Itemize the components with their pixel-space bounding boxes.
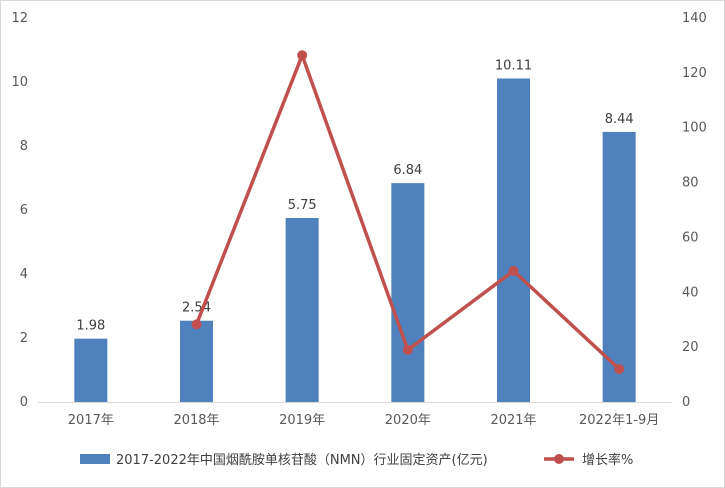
growth-point <box>402 344 413 355</box>
bar <box>285 218 319 402</box>
y-left-tick-label: 0 <box>20 395 28 410</box>
legend-label-line: 增长率% <box>582 452 633 468</box>
bar <box>602 131 636 403</box>
x-tick-label: 2018年 <box>173 413 219 428</box>
y-left-tick-label: 4 <box>20 267 28 282</box>
y-left-tick-label: 8 <box>20 139 28 154</box>
y-right-tick-label: 20 <box>682 340 699 355</box>
growth-point <box>297 50 308 61</box>
y-right-tick-label: 0 <box>682 395 690 410</box>
bar <box>391 183 425 402</box>
y-left-tick-label: 10 <box>11 75 28 90</box>
bar <box>497 78 530 402</box>
y-left-tick-label: 6 <box>20 203 28 218</box>
bar-data-label: 6.84 <box>393 163 422 178</box>
x-tick-label: 2020年 <box>385 413 431 428</box>
x-tick-label: 2021年 <box>490 413 536 428</box>
growth-point <box>614 364 625 375</box>
y-right-tick-label: 40 <box>682 285 699 300</box>
x-tick-label: 2019年 <box>279 413 325 428</box>
y-left-tick-label: 12 <box>11 11 28 26</box>
bar <box>180 320 213 402</box>
bar-data-label: 5.75 <box>288 198 317 213</box>
bar-data-label: 10.11 <box>495 58 532 73</box>
x-tick-label: 2022年1-9月 <box>579 413 659 428</box>
y-right-tick-label: 120 <box>682 66 707 81</box>
x-tick-label: 2017年 <box>68 413 114 428</box>
y-right-tick-label: 60 <box>682 230 699 245</box>
bar-data-label: 8.44 <box>605 112 634 127</box>
y-right-tick-label: 140 <box>682 11 707 26</box>
legend-swatch-marker <box>554 454 564 464</box>
y-right-tick-label: 100 <box>682 121 707 136</box>
legend-label-bar: 2017-2022年中国烟酰胺单核苷酸（NMN）行业固定资产(亿元) <box>116 453 488 468</box>
bar <box>74 338 108 402</box>
y-left-tick-label: 2 <box>20 331 28 346</box>
bar-data-label: 1.98 <box>76 319 105 334</box>
legend-swatch-bar <box>80 454 110 464</box>
y-right-tick-label: 80 <box>682 176 699 191</box>
growth-point <box>191 319 202 330</box>
growth-point <box>508 265 519 276</box>
